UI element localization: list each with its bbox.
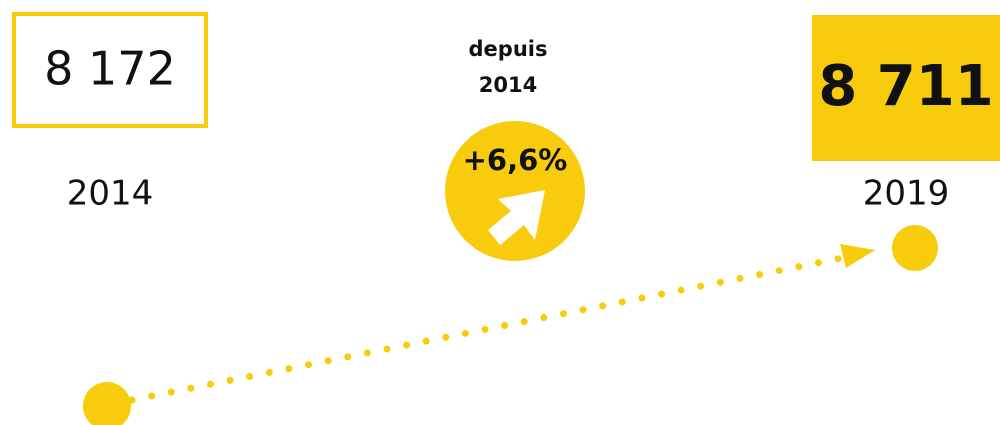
start-box <box>12 12 208 128</box>
change-caption: depuis <box>469 37 548 61</box>
end-box <box>812 15 1000 161</box>
trend-dotted-line <box>128 254 846 404</box>
up-arrow-icon <box>488 190 545 245</box>
start-year: 2014 <box>67 174 154 214</box>
change-caption: 2014 <box>479 73 537 97</box>
end-value: 8 711 <box>818 54 993 119</box>
start-value: 8 172 <box>44 42 176 96</box>
end-year: 2019 <box>863 174 950 214</box>
start-dot <box>83 382 131 425</box>
end-dot <box>892 225 938 271</box>
change-value: +6,6% <box>463 143 568 177</box>
trend-arrowhead <box>840 244 875 268</box>
change-badge <box>445 121 585 261</box>
